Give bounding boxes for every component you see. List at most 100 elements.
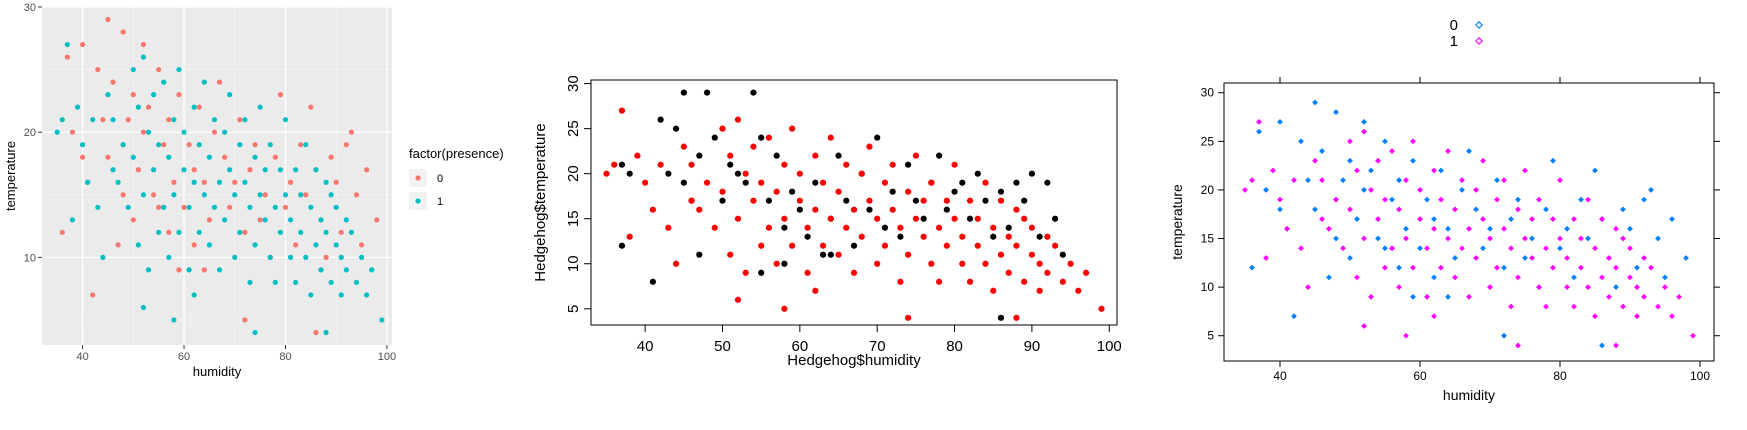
y-tick-label: 10 [565, 255, 582, 272]
data-point [750, 197, 757, 204]
data-point [338, 229, 344, 235]
data-point [110, 79, 116, 85]
data-point [1571, 216, 1577, 222]
data-point [1052, 215, 1059, 222]
data-point [1036, 287, 1043, 294]
data-point [1431, 216, 1437, 222]
data-point [257, 217, 263, 223]
data-point [1557, 235, 1563, 242]
data-point [1564, 225, 1570, 232]
y-axis-label: Hedgehog$temperature [532, 123, 549, 281]
data-point [201, 179, 207, 185]
data-point [1021, 215, 1028, 222]
data-point [665, 170, 672, 177]
x-tick-label: 90 [1024, 338, 1041, 355]
data-point [1431, 167, 1437, 174]
data-point [881, 242, 889, 249]
data-point [313, 329, 319, 336]
data-point [181, 204, 187, 210]
data-point [135, 242, 141, 248]
data-point [282, 192, 289, 198]
data-point [734, 296, 742, 303]
data-point [912, 152, 919, 159]
data-point [140, 129, 147, 135]
data-point [171, 192, 177, 198]
y-axis-label: temperature [3, 141, 18, 211]
data-point [374, 217, 380, 223]
data-point [1417, 245, 1423, 252]
data-point [150, 192, 157, 198]
data-point [719, 125, 726, 132]
data-point [211, 204, 218, 210]
data-point [835, 188, 842, 195]
data-point [1013, 179, 1020, 186]
data-point [603, 170, 610, 177]
data-point [211, 129, 218, 135]
data-point [171, 317, 177, 323]
data-point [1473, 187, 1479, 193]
data-point [905, 188, 912, 195]
data-point [819, 179, 827, 186]
data-point [54, 129, 60, 135]
data-point [611, 161, 618, 168]
data-point [696, 251, 703, 258]
data-point [232, 254, 238, 260]
data-point [69, 217, 76, 223]
data-point [1613, 284, 1619, 291]
data-point [222, 129, 228, 135]
data-point [247, 279, 253, 286]
data-point [1277, 206, 1283, 213]
data-point [262, 217, 268, 223]
data-point [130, 92, 136, 98]
data-point [1036, 233, 1043, 240]
data-point [1515, 342, 1521, 349]
data-point [267, 254, 273, 260]
data-point [232, 192, 238, 198]
data-point [1347, 206, 1353, 213]
data-point [196, 142, 202, 148]
data-point [353, 279, 360, 286]
data-point [135, 167, 141, 173]
data-point [105, 92, 111, 98]
data-point [303, 254, 309, 260]
data-point [110, 167, 116, 173]
data-point [1333, 235, 1339, 242]
data-point [171, 117, 177, 123]
data-point [997, 314, 1005, 321]
data-point [680, 89, 687, 96]
data-point [1044, 233, 1051, 240]
data-point [130, 154, 136, 160]
data-point [943, 206, 950, 213]
data-point [105, 16, 111, 23]
data-point [145, 267, 152, 273]
data-point [781, 260, 788, 267]
data-point [889, 188, 896, 195]
data-point [642, 179, 649, 186]
data-point [1669, 216, 1675, 222]
data-point [1298, 245, 1304, 252]
data-point [1606, 255, 1612, 261]
data-point [1515, 206, 1521, 213]
data-point [827, 251, 834, 258]
data-point [1333, 109, 1339, 116]
data-point [115, 179, 121, 185]
data-point [85, 179, 91, 185]
data-point [1013, 242, 1020, 249]
data-point [1620, 206, 1626, 213]
data-point [1550, 216, 1556, 222]
data-point [1389, 148, 1395, 154]
data-point [928, 260, 935, 267]
data-point [1396, 177, 1402, 184]
data-point [997, 251, 1005, 258]
data-point [1277, 118, 1283, 125]
data-point [237, 142, 243, 148]
data-point [951, 161, 958, 168]
data-point [1494, 177, 1500, 184]
data-point [1005, 233, 1012, 240]
data-point [1431, 225, 1437, 232]
data-point [672, 125, 680, 132]
data-point [1326, 274, 1332, 281]
data-point [252, 242, 258, 248]
data-point [227, 204, 233, 210]
data-point [338, 254, 344, 260]
